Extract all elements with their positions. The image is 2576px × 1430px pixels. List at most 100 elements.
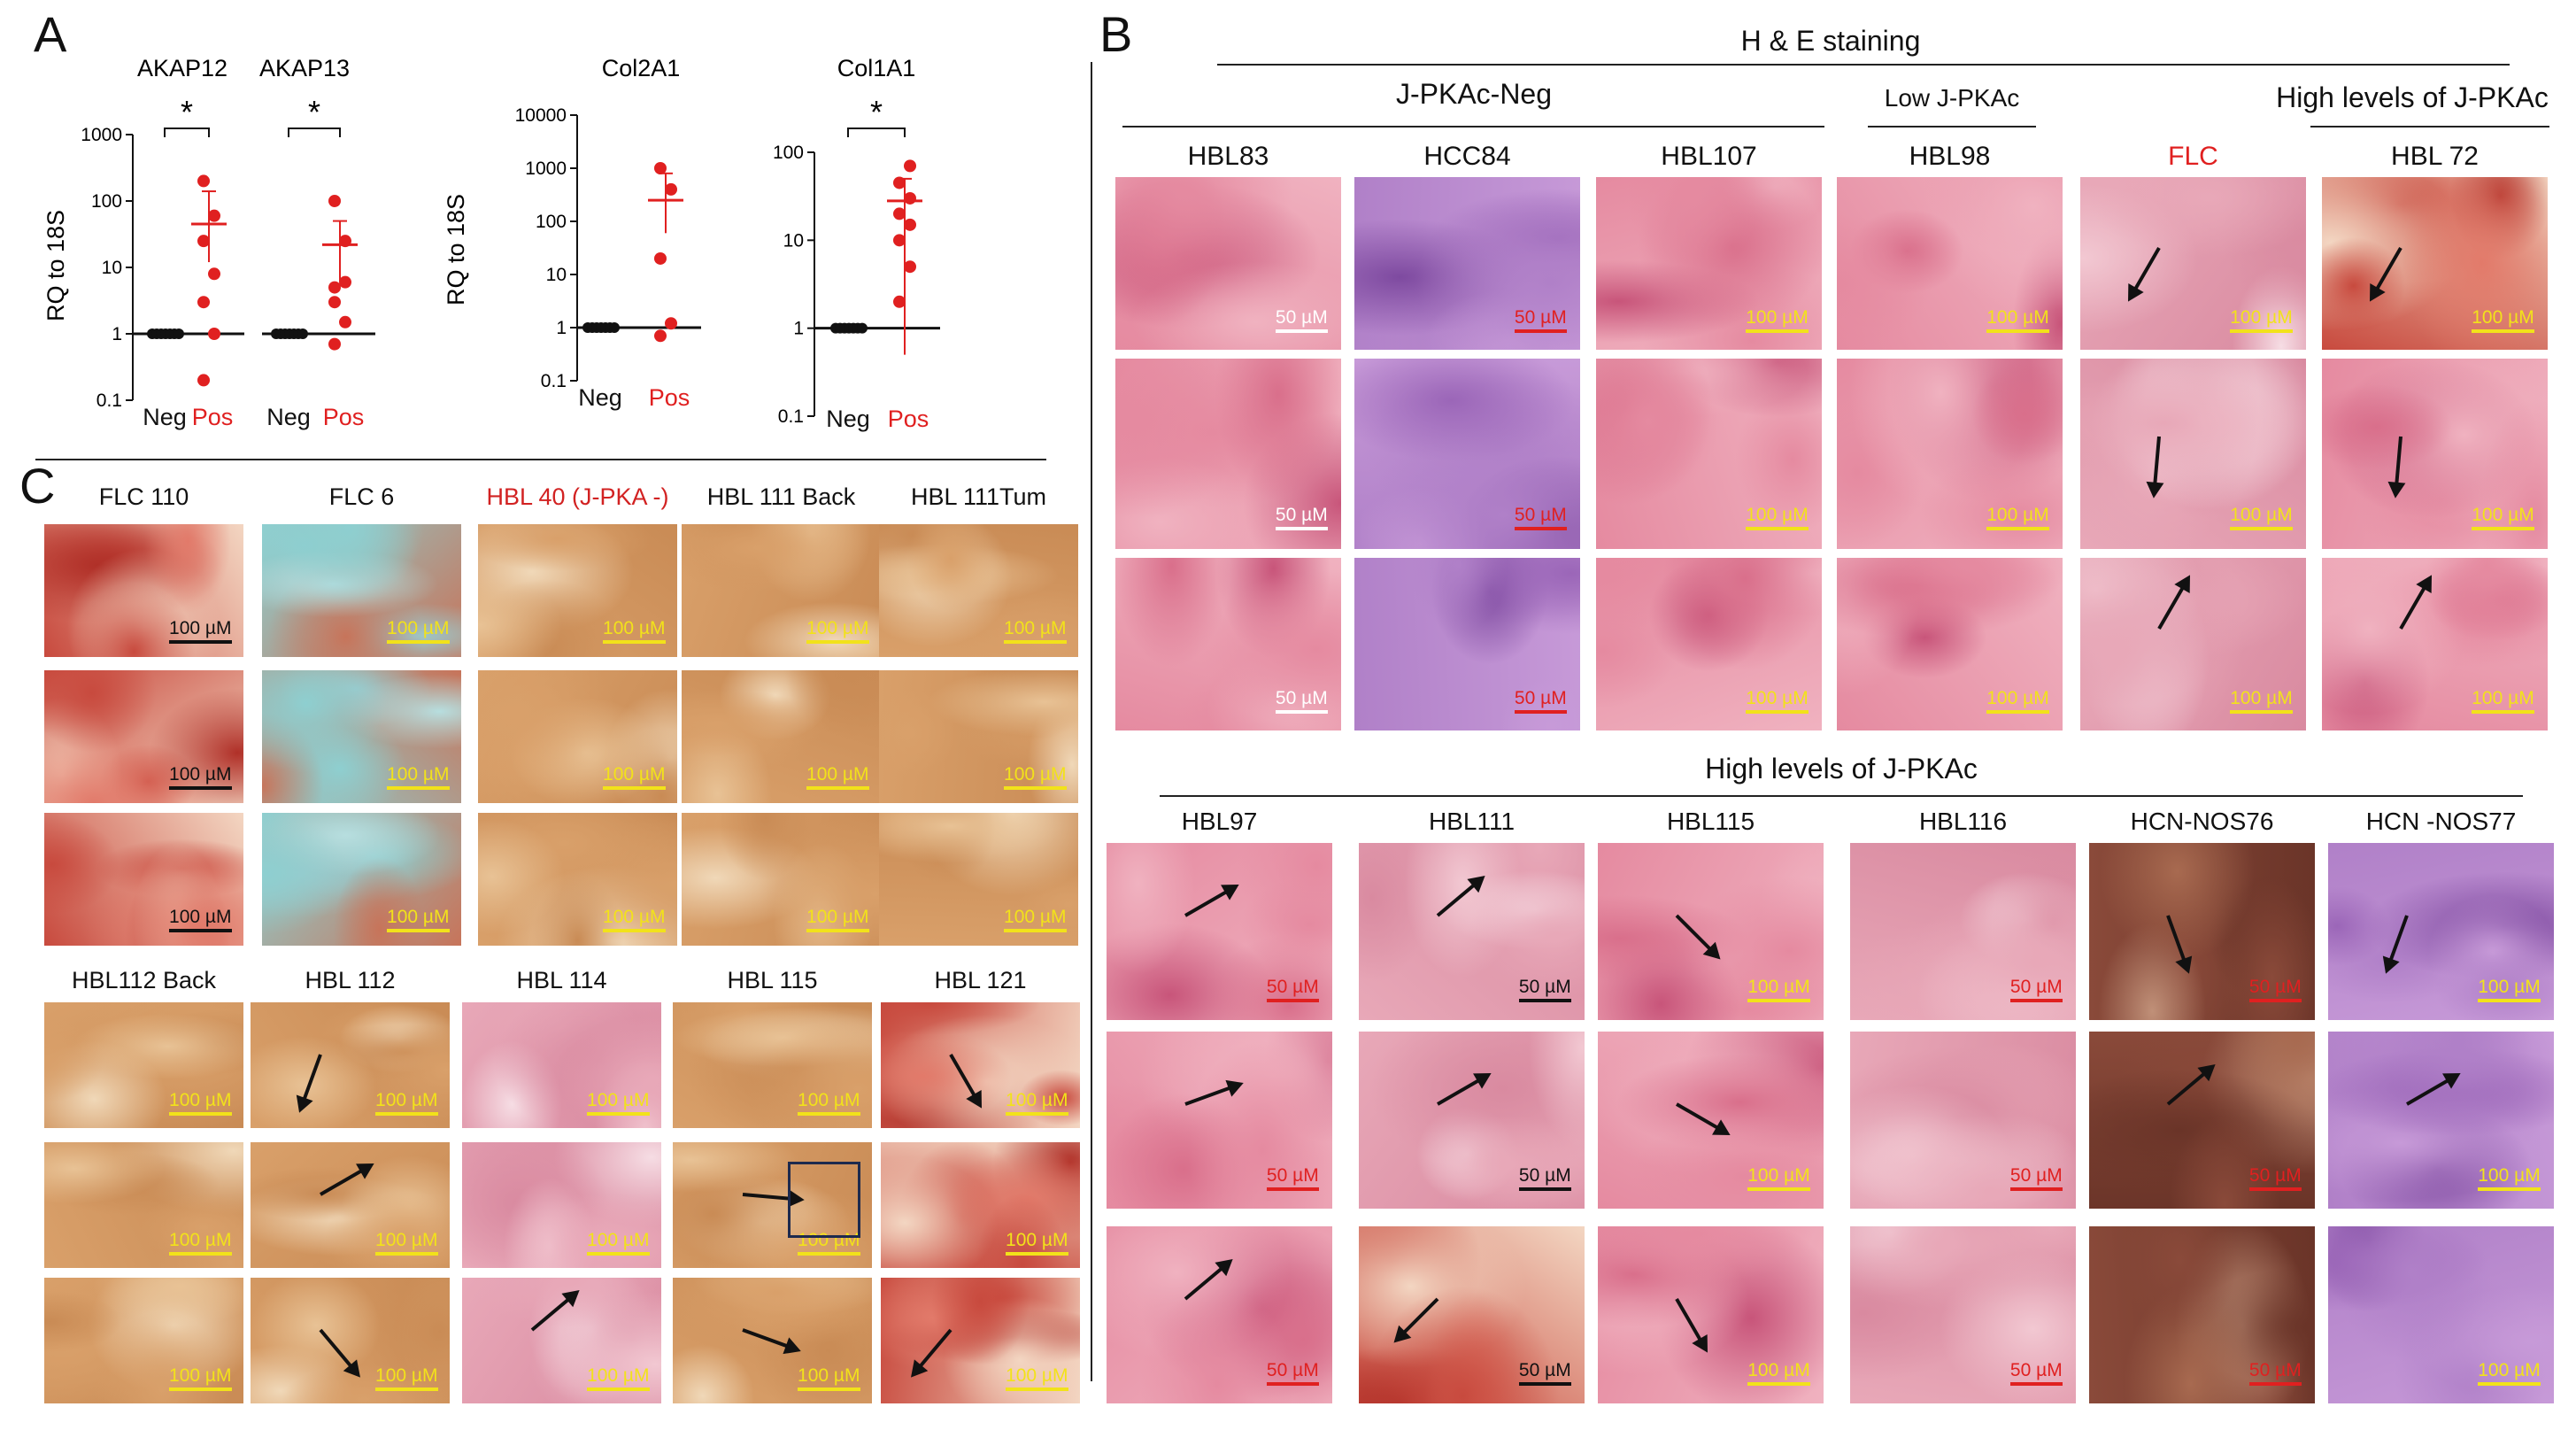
- scale-bar: 100 µM: [587, 1366, 650, 1391]
- arrow-icon: [1676, 1102, 1727, 1134]
- sirius-red-stain-image: 100 µM: [879, 813, 1078, 946]
- scale-bar: 100 µM: [1004, 619, 1067, 644]
- scale-bar: 100 µM: [2472, 689, 2534, 714]
- he-stain-image: 100 µM: [1837, 177, 2063, 350]
- he-stain-image: 50 µM: [1850, 1226, 2076, 1403]
- y-tick-label: 10: [102, 258, 122, 278]
- scale-bar-line: [806, 929, 869, 932]
- scale-bar: 100 µM: [1986, 506, 2049, 530]
- scale-bar: 100 µM: [1006, 1366, 1068, 1391]
- x-category-pos: Pos: [888, 406, 929, 432]
- he-stain-image: 100 µM: [2328, 1032, 2554, 1209]
- sirius-red-stain-image: 100 µM: [251, 1142, 450, 1268]
- scale-bar-label: 50 µM: [1518, 1360, 1571, 1380]
- data-point-pos: [197, 374, 210, 387]
- scale-bar: 50 µM: [1518, 978, 1571, 1002]
- he-stain-image: 100 µM: [2080, 359, 2306, 549]
- scale-bar-label: 100 µM: [1747, 1165, 1810, 1186]
- arrow-icon: [1437, 1074, 1488, 1106]
- scale-bar: 100 µM: [1986, 689, 2049, 714]
- he-stain-image: 100 µM: [1596, 177, 1822, 350]
- significance-bracket: [164, 128, 210, 137]
- he-stain-image: 50 µM: [1115, 558, 1341, 730]
- scale-bar: 100 µM: [169, 1229, 232, 1256]
- data-point-neg: [609, 322, 620, 333]
- he-stain-image: 50 µM: [1359, 843, 1585, 1020]
- scale-bar-line: [1986, 329, 2049, 333]
- scale-bar-label: 100 µM: [169, 1229, 232, 1250]
- sirius-red-stain-image: 100 µM: [251, 1002, 450, 1128]
- scale-bar-label: 50 µM: [1266, 1360, 1319, 1380]
- panel-b-column-label: HBL107: [1661, 142, 1757, 171]
- panel-c-column-label: HBL 115: [727, 967, 818, 993]
- scale-bar-line: [1275, 526, 1328, 530]
- he-stain-image: 100 µM: [1596, 558, 1822, 730]
- scale-bar-line: [2248, 1187, 2302, 1191]
- scale-bar-label: 50 µM: [2009, 1165, 2063, 1186]
- panel-c-column-label: HBL 112: [305, 967, 396, 993]
- scale-bar: 50 µM: [1514, 689, 1567, 714]
- y-tick-label: 1: [112, 324, 122, 344]
- scale-bar-line: [1275, 329, 1328, 333]
- x-category-pos: Pos: [649, 384, 690, 411]
- y-tick-label: 10000: [515, 105, 567, 126]
- sirius-red-stain-image: 100 µM: [462, 1002, 661, 1128]
- scale-bar-label: 100 µM: [169, 1364, 232, 1386]
- scale-bar-line: [1266, 1382, 1319, 1386]
- scale-bar: 100 µM: [375, 1366, 438, 1391]
- scale-bar-line: [2230, 709, 2293, 714]
- scale-bar: 50 µM: [1275, 308, 1328, 333]
- scale-bar-line: [375, 1251, 438, 1256]
- scale-bar-line: [1275, 709, 1328, 714]
- scale-bar-line: [1006, 1251, 1068, 1256]
- panel-b-column-label: HBL116: [1918, 808, 2008, 835]
- scale-bar-line: [1518, 1382, 1571, 1386]
- x-category-neg: Neg: [143, 404, 187, 430]
- panel-b-column-label: HCN-NOS76: [2130, 808, 2274, 835]
- he-stain-image: 50 µM: [1107, 843, 1332, 1020]
- arrow-icon: [2406, 1074, 2457, 1106]
- panel-c-column-label: HBL112 Back: [71, 967, 217, 993]
- he-stain-image: 50 µM: [2089, 843, 2315, 1020]
- scale-bar-label: 100 µM: [1746, 687, 1809, 708]
- scale-bar: 100 µM: [603, 908, 666, 932]
- y-tick-label: 10: [783, 230, 804, 251]
- scale-bar-label: 50 µM: [2009, 977, 2063, 997]
- scale-bar-label: 100 µM: [375, 1089, 438, 1110]
- scale-bar: 50 µM: [1266, 1360, 1319, 1386]
- scale-bar-line: [169, 786, 232, 790]
- scale-bar: 100 µM: [587, 1091, 650, 1116]
- scale-bar-line: [806, 786, 869, 790]
- panel-divider-vertical: [1091, 62, 1092, 1381]
- scale-bar-line: [603, 929, 666, 932]
- scale-bar-line: [2472, 526, 2534, 530]
- he-stain-image: 50 µM: [1354, 558, 1580, 730]
- arrow-icon: [320, 1164, 371, 1196]
- he-stain-image: 50 µM: [1850, 843, 2076, 1020]
- scale-bar-label: 100 µM: [1004, 907, 1067, 927]
- scale-bar-label: 100 µM: [387, 764, 450, 785]
- scale-bar-label: 100 µM: [2230, 687, 2293, 708]
- scale-bar: 100 µM: [806, 619, 869, 644]
- scale-bar-label: 100 µM: [603, 764, 666, 785]
- scale-bar-label: 100 µM: [2230, 306, 2293, 328]
- he-stain-image: 100 µM: [2328, 1226, 2554, 1403]
- scale-bar: 100 µM: [1004, 765, 1067, 790]
- sirius-red-stain-image: 100 µM: [44, 1142, 243, 1268]
- chart-title: AKAP13: [259, 55, 350, 81]
- scale-bar: 100 µM: [1746, 308, 1809, 333]
- chart-title: Col1A1: [837, 55, 916, 81]
- scale-bar-line: [2009, 999, 2063, 1002]
- arrow-icon: [1436, 877, 1483, 917]
- scale-bar-label: 100 µM: [2230, 504, 2293, 525]
- scale-bar-label: 100 µM: [1746, 504, 1809, 525]
- he-stain-image: 100 µM: [2322, 558, 2548, 730]
- scale-bar-line: [375, 1387, 438, 1391]
- scale-bar-label: 50 µM: [1266, 1165, 1319, 1186]
- significance-bracket: [847, 128, 906, 137]
- data-point-pos: [893, 234, 906, 247]
- panel-b-column-label: HCC84: [1423, 142, 1511, 171]
- scale-bar-line: [387, 640, 450, 644]
- scale-bar: 100 µM: [2230, 504, 2293, 530]
- scale-bar: 50 µM: [1514, 506, 1567, 530]
